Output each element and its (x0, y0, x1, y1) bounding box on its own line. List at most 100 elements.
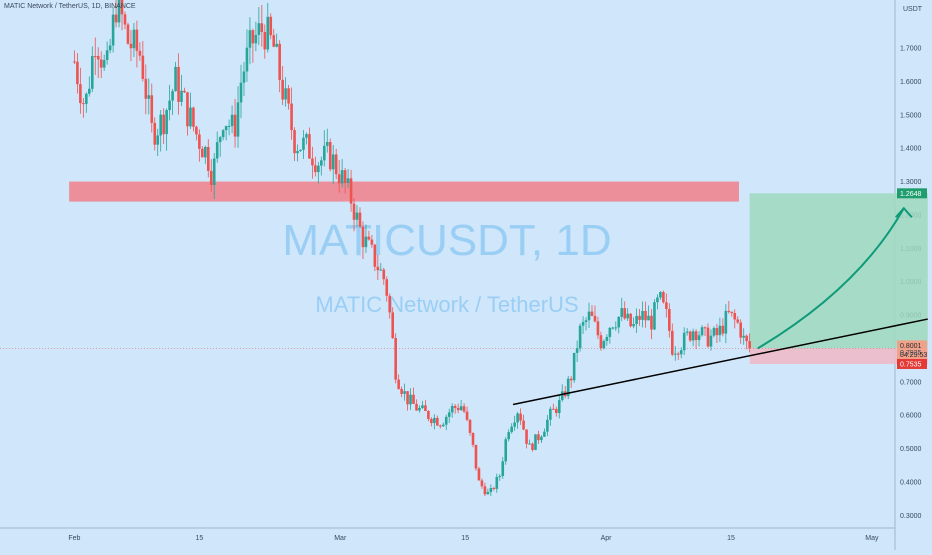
candle-body (367, 236, 371, 240)
candle-body (269, 16, 273, 36)
candle-body (96, 55, 100, 60)
candle-body (138, 50, 142, 56)
candle-body (679, 350, 683, 355)
candle-body (617, 316, 621, 328)
candle-body (206, 146, 210, 171)
candle-body (224, 126, 228, 131)
candle-body (73, 61, 76, 63)
candle-body (554, 408, 558, 414)
candle-body (331, 154, 335, 170)
candle-body (328, 142, 332, 170)
candle-body (82, 103, 85, 105)
resistance-zone (69, 181, 740, 202)
candle-body (388, 295, 392, 313)
candle-body (177, 66, 180, 102)
candle-body (373, 244, 377, 267)
candle-body (201, 148, 204, 158)
candle-body (132, 29, 136, 49)
x-tick-label: Feb (68, 535, 80, 542)
candle-body (676, 353, 680, 355)
y-tick-label: 0.7000 (900, 379, 922, 386)
candle-body (257, 23, 261, 35)
candle-body (192, 107, 195, 127)
candle-body (736, 319, 740, 323)
candle-body (385, 279, 389, 296)
candle-body (712, 328, 716, 336)
candle-body (593, 315, 597, 322)
candle-body (308, 134, 311, 159)
candle-body (218, 137, 222, 143)
candle-body (171, 91, 174, 101)
candle-body (352, 203, 356, 220)
y-tick-label: 1.3000 (900, 179, 922, 186)
candle-body (436, 417, 439, 426)
candle-body (537, 434, 540, 441)
candle-body (186, 92, 189, 127)
candle-body (632, 324, 635, 327)
target-price-tag (897, 188, 927, 199)
candle-body (230, 114, 234, 127)
candle-body (299, 149, 302, 151)
x-tick-label: 15 (461, 535, 469, 542)
candle-body (531, 443, 534, 450)
candle-body (233, 114, 237, 137)
candle-body (706, 327, 710, 347)
candle-body (528, 443, 531, 445)
candle-body (198, 134, 201, 149)
candle-body (236, 102, 240, 137)
support-trend-line (512, 318, 928, 406)
candle-body (263, 32, 267, 50)
candle-body (474, 444, 478, 469)
candle-body (709, 335, 713, 347)
candle-body (462, 406, 466, 412)
candle-body (534, 434, 537, 450)
y-tick-label: 0.6000 (900, 413, 922, 420)
target-price-label: 1.2648 (900, 191, 922, 198)
candle-body (403, 391, 406, 394)
candle-body (659, 292, 662, 298)
candle-body (114, 14, 118, 23)
candle-body (742, 335, 745, 338)
candle-body (688, 331, 692, 341)
candle-body (456, 408, 460, 411)
candle-body (153, 122, 157, 145)
candle-body (275, 43, 278, 47)
candle-body (650, 315, 653, 330)
candle-body (498, 475, 502, 478)
candle-body (361, 226, 365, 248)
candle-body (647, 315, 650, 321)
candle-body (174, 66, 177, 92)
candle-body (730, 311, 734, 313)
candle-body (614, 327, 618, 329)
candle-body (379, 269, 383, 271)
countdown-price-tag (897, 349, 927, 360)
candle-body (424, 405, 427, 412)
candle-body (290, 103, 293, 131)
candle-body (510, 426, 513, 433)
candle-body (340, 170, 344, 184)
candle-body (444, 416, 448, 425)
candle-body (662, 292, 665, 303)
y-tick-label: 1.6000 (900, 79, 922, 86)
candle-body (322, 145, 326, 161)
candle-body (394, 338, 397, 380)
candle-body (108, 45, 112, 51)
candle-body (453, 405, 457, 409)
candle-body (296, 150, 299, 154)
candle-body (90, 55, 94, 89)
candle-body (209, 170, 213, 185)
candle-body (641, 310, 644, 320)
candle-body (427, 411, 430, 419)
candle-body (721, 325, 725, 334)
candle-body (418, 407, 421, 411)
candle-body (748, 341, 751, 349)
candle-body (668, 308, 671, 331)
candle-body (715, 328, 719, 336)
symbol-header: MATIC Network / TetherUS, 1D, BINANCE (4, 3, 136, 10)
candle-body (334, 154, 338, 175)
candle-body (670, 330, 674, 355)
candle-body (623, 308, 627, 319)
candle-body (685, 331, 689, 333)
candle-body (608, 327, 612, 337)
